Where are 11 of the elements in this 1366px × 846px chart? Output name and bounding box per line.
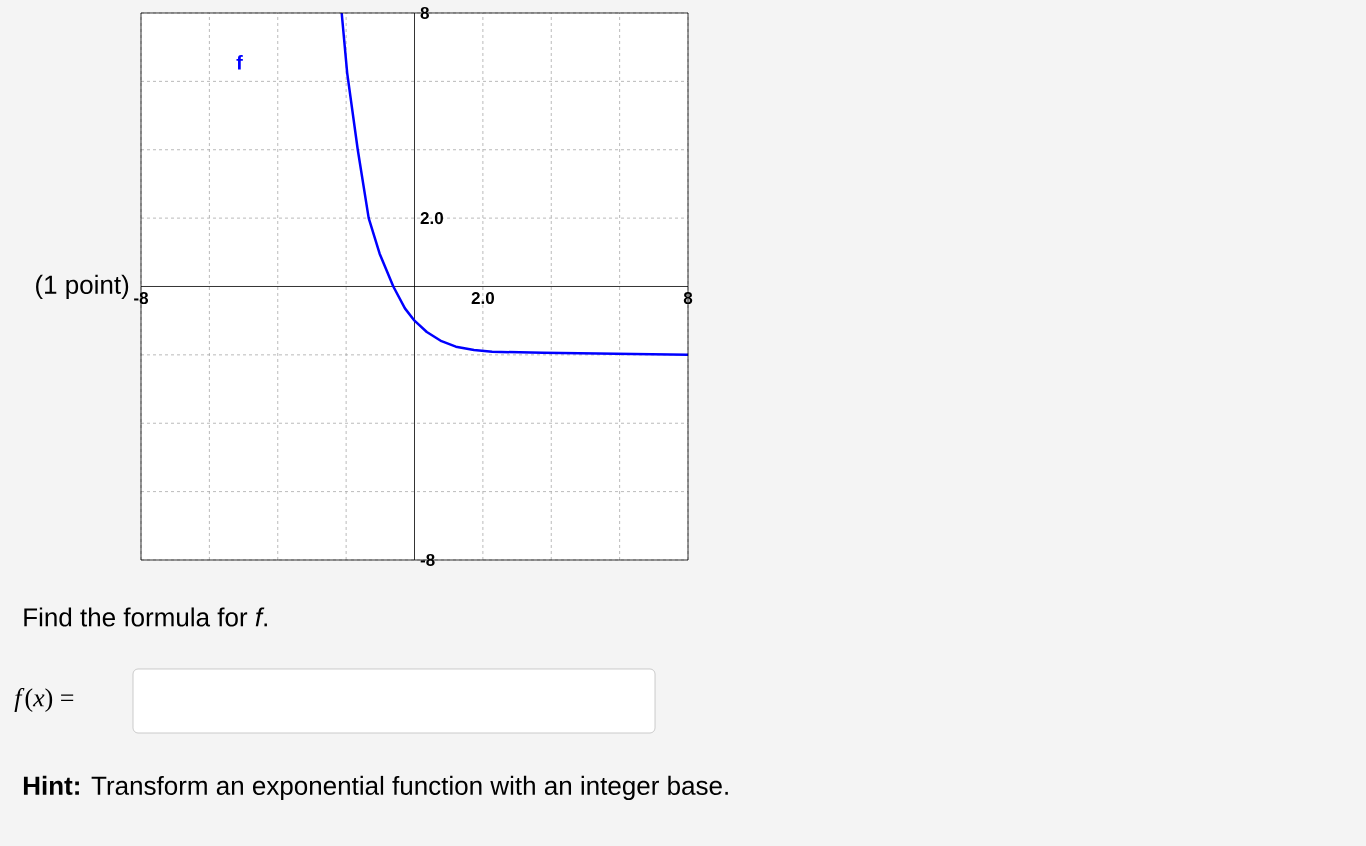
text: f	[236, 54, 243, 70]
y-tick-label: 2.0	[420, 212, 443, 225]
text: Find the formula for f.	[24, 607, 267, 627]
y-tick-label: -8	[420, 553, 435, 567]
text: f(x) =	[14, 688, 74, 712]
text: Hint: Transform an exponential function with an integer base.	[23, 775, 728, 801]
x-tick-label: 2.0	[471, 292, 494, 305]
text: (1 point)	[36, 274, 129, 300]
x-tick-label: 8	[683, 292, 693, 305]
y-tick-label: 8	[420, 6, 429, 20]
x-tick-label: -8	[134, 292, 149, 305]
